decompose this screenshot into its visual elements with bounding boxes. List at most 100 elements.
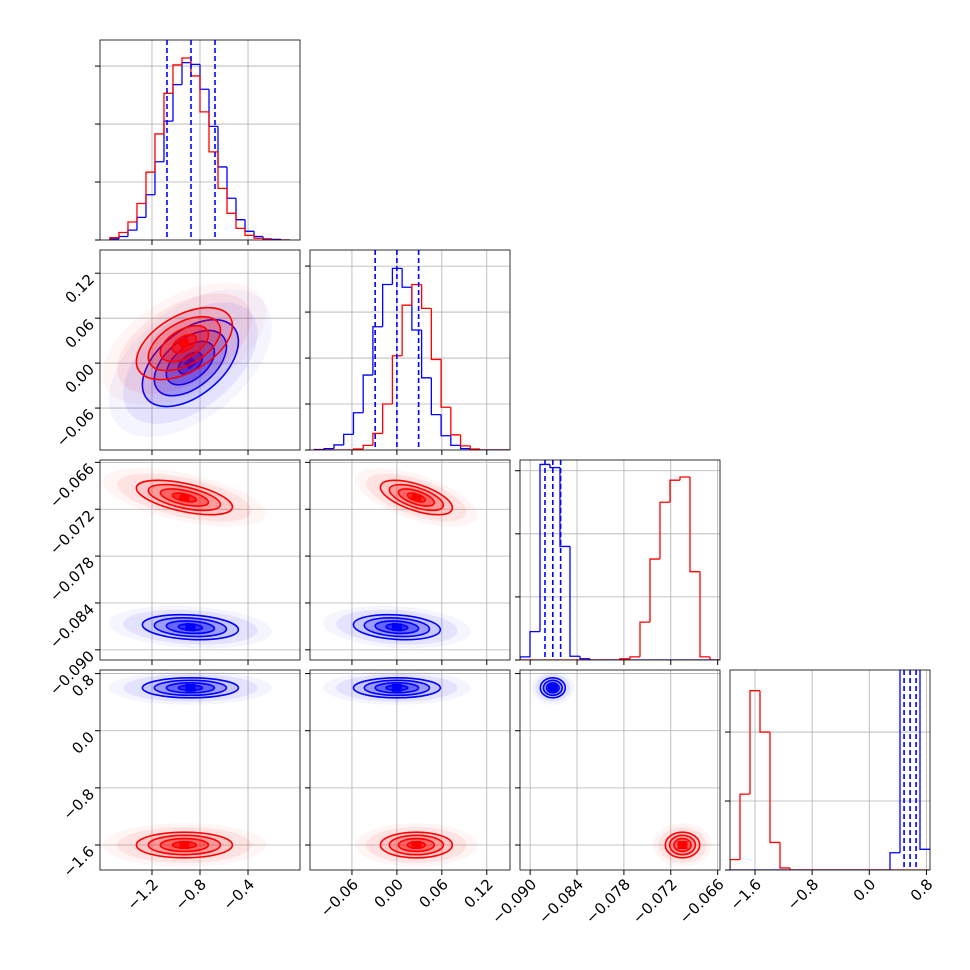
x-tick-label: −0.084 [535, 875, 587, 927]
x-tick-label: 0.12 [460, 875, 496, 911]
panel [520, 460, 720, 660]
hist-step [549, 464, 560, 469]
hist-step [440, 414, 451, 437]
panel [310, 250, 510, 450]
panel [100, 670, 300, 870]
y-tick-label: 0.12 [62, 271, 98, 307]
hist-step [669, 479, 680, 503]
hist-step [430, 308, 442, 361]
x-tick-label: 0.0 [850, 875, 880, 905]
x-tick-label: 0.06 [415, 875, 451, 911]
x-tick-label: −1.6 [727, 875, 765, 913]
hist-step [154, 161, 164, 195]
hist-step [118, 231, 128, 238]
hist-step [333, 444, 344, 449]
density-core [178, 337, 191, 350]
hist-step [450, 407, 461, 436]
hist-step [579, 656, 590, 660]
hist-step [343, 433, 354, 445]
hist-step [181, 57, 191, 65]
y-tick-label: 0.0 [68, 728, 98, 758]
hist-step [118, 235, 128, 239]
x-tick-label: −0.066 [676, 875, 728, 927]
panel [310, 670, 510, 870]
hist-step [271, 238, 282, 240]
hist-step [391, 355, 403, 405]
panel-frame [309, 459, 511, 661]
hist-step [199, 75, 210, 113]
hist-step [401, 304, 412, 356]
hist-step [789, 867, 800, 870]
hist-step [382, 403, 393, 434]
density-core [411, 841, 422, 849]
hist-step [127, 221, 137, 233]
x-tick-label: −0.06 [317, 875, 362, 920]
panel-frame [519, 669, 721, 871]
hist-step [235, 198, 246, 221]
hist-step [709, 656, 720, 660]
y-tick-label: −0.06 [53, 405, 98, 450]
hist-step [127, 229, 137, 237]
hist-step [569, 546, 580, 657]
hist-step [154, 133, 164, 173]
hist-step [649, 558, 660, 623]
panel-frame [309, 249, 511, 451]
hist-step [208, 89, 219, 128]
panel [730, 670, 930, 870]
hist-step [226, 166, 237, 199]
y-tick-label: 0.00 [62, 360, 98, 396]
hist-step [459, 434, 471, 447]
hist-step [689, 477, 700, 573]
hist-step [235, 213, 246, 230]
hist-step [323, 447, 334, 450]
hist-step [352, 412, 364, 435]
hist-step [699, 571, 710, 658]
hist-step [217, 126, 228, 168]
hist-step [589, 658, 600, 660]
hist-step [391, 267, 403, 285]
hist-step [382, 283, 393, 327]
hist-step [919, 670, 930, 850]
density-core [410, 492, 423, 503]
panel-frame [99, 459, 301, 661]
density-core [391, 683, 402, 692]
hist-step [769, 732, 780, 844]
hist-step [163, 120, 173, 162]
y-tick-label: −0.072 [46, 507, 98, 559]
hist-step [539, 463, 550, 632]
hist-step [659, 501, 670, 560]
hist-step [479, 449, 490, 450]
hist-step [262, 238, 273, 240]
panel [310, 460, 510, 660]
density-core [677, 841, 688, 849]
hist-step [136, 202, 146, 223]
panel-frame [99, 669, 301, 871]
hist-step [362, 374, 373, 413]
hist-step [450, 435, 461, 447]
panel-frame [309, 669, 511, 871]
density-core [391, 622, 403, 632]
hist-step [136, 216, 146, 231]
hist-step [190, 62, 200, 65]
x-tick-label: 0.8 [907, 875, 937, 905]
y-tick-label: −1.6 [60, 842, 98, 880]
hist-step [639, 621, 650, 657]
hist-step [739, 793, 750, 860]
panel [100, 460, 300, 660]
density-core [185, 683, 196, 692]
hist-step [226, 188, 237, 214]
hist-step [244, 228, 255, 237]
density-core [185, 622, 196, 632]
hist-step [411, 287, 422, 331]
panel-frame [729, 669, 931, 871]
hist-step [244, 219, 255, 232]
hist-step [520, 656, 530, 660]
y-tick-label: −0.084 [46, 600, 98, 652]
hist-step [430, 377, 442, 416]
hist-step [109, 237, 119, 240]
hist-step [362, 444, 373, 450]
hist-step [217, 151, 228, 190]
panel-frame [99, 249, 301, 451]
x-tick-label: −0.8 [172, 875, 210, 913]
hist-step [889, 852, 900, 870]
